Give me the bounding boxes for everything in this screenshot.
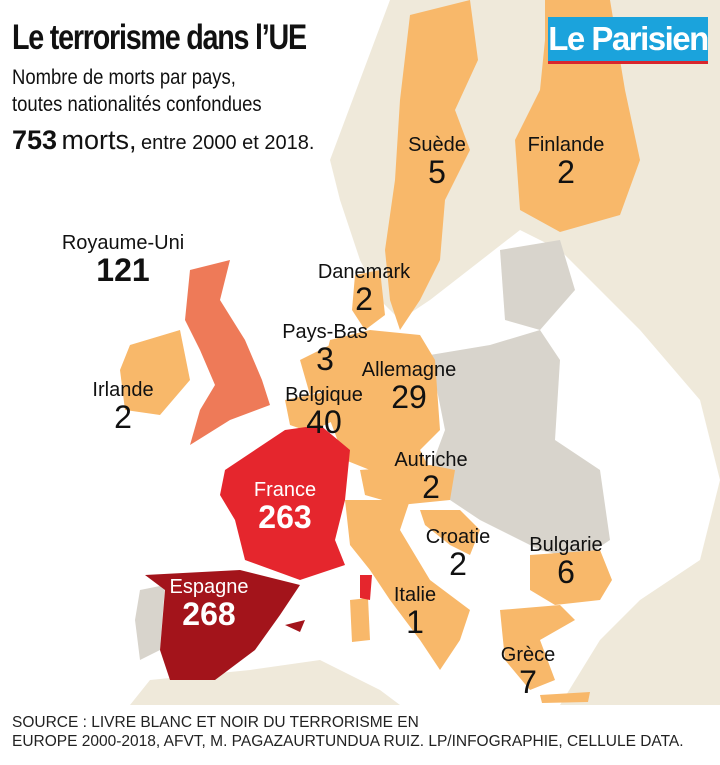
label-belgium: Belgique 40 — [285, 384, 363, 440]
label-spain: Espagne 268 — [169, 576, 249, 632]
country-denmark — [352, 270, 385, 330]
total-unit: morts, — [61, 125, 137, 155]
label-germany: Allemagne 29 — [361, 359, 457, 415]
land-baltics — [500, 240, 575, 330]
label-netherlands: Pays-Bas 3 — [282, 321, 368, 377]
label-finland: Finlande 2 — [527, 134, 605, 190]
label-greece: Grèce 7 — [500, 644, 556, 700]
label-sweden: Suède 5 — [408, 134, 466, 190]
country-germany — [320, 330, 440, 475]
land-africa — [130, 660, 400, 705]
country-italy — [345, 500, 470, 670]
label-ireland: Irlande 2 — [92, 379, 154, 435]
subtitle-line1: Nombre de morts par pays, — [12, 66, 236, 89]
country-uk — [185, 260, 270, 445]
country-greece — [500, 605, 575, 690]
source-line2: EUROPE 2000-2018, AFVT, M. PAGAZAURTUNDU… — [12, 733, 684, 750]
label-uk: Royaume-Uni 121 — [61, 232, 185, 288]
country-croatia — [420, 510, 480, 555]
country-bulgaria — [530, 550, 612, 605]
source-line1: SOURCE : LIVRE BLANC ET NOIR DU TERRORIS… — [12, 714, 419, 731]
country-netherlands — [300, 345, 335, 395]
country-sweden — [385, 0, 478, 330]
total-deaths: 753 morts, entre 2000 et 2018. — [12, 125, 314, 156]
country-france-corsica — [360, 575, 372, 600]
country-belgium — [285, 392, 335, 432]
label-bulgaria: Bulgarie 6 — [529, 534, 603, 590]
europe-map — [120, 0, 720, 705]
label-france: France 263 — [253, 479, 317, 535]
country-spain — [145, 570, 300, 680]
country-france — [220, 425, 350, 580]
country-ireland — [120, 330, 190, 415]
subtitle-line2: toutes nationalités confondues — [12, 93, 262, 116]
le-parisien-logo: Le Parisien — [548, 17, 709, 64]
page-title: Le terrorisme dans l’UE — [12, 18, 307, 57]
label-austria: Autriche 2 — [394, 449, 468, 505]
country-italy-sardinia — [350, 598, 370, 642]
total-value: 753 — [12, 125, 58, 155]
label-italy: Italie 1 — [393, 584, 437, 640]
land-eastern-eu — [430, 330, 610, 560]
total-range: entre 2000 et 2018. — [140, 132, 315, 154]
source-note: SOURCE : LIVRE BLANC ET NOIR DU TERRORIS… — [12, 713, 684, 751]
land-portugal — [135, 585, 165, 660]
label-denmark: Danemark 2 — [317, 261, 411, 317]
label-croatia: Croatie 2 — [425, 526, 491, 582]
country-austria — [360, 465, 455, 505]
country-spain-baleares — [285, 620, 305, 632]
country-greece-crete — [540, 692, 590, 703]
